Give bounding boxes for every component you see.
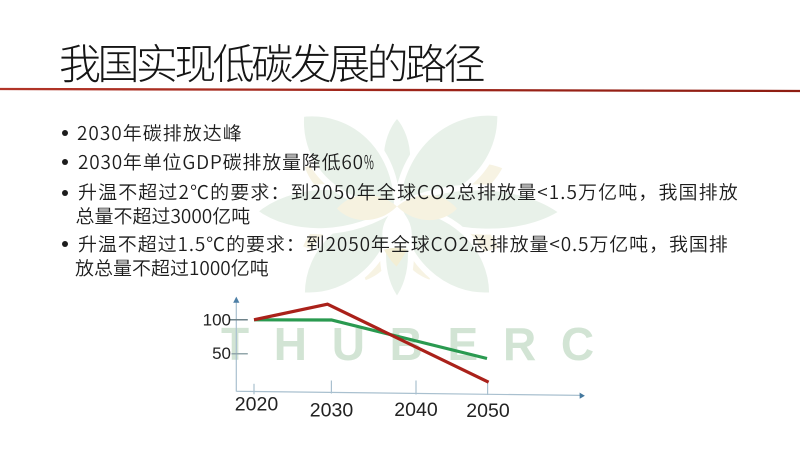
svg-text:2030: 2030	[310, 399, 354, 421]
svg-text:2020: 2020	[235, 393, 279, 415]
svg-text:2040: 2040	[394, 399, 438, 421]
svg-text:100: 100	[203, 310, 231, 329]
svg-text:50: 50	[212, 344, 231, 363]
svg-text:2050: 2050	[466, 400, 510, 422]
